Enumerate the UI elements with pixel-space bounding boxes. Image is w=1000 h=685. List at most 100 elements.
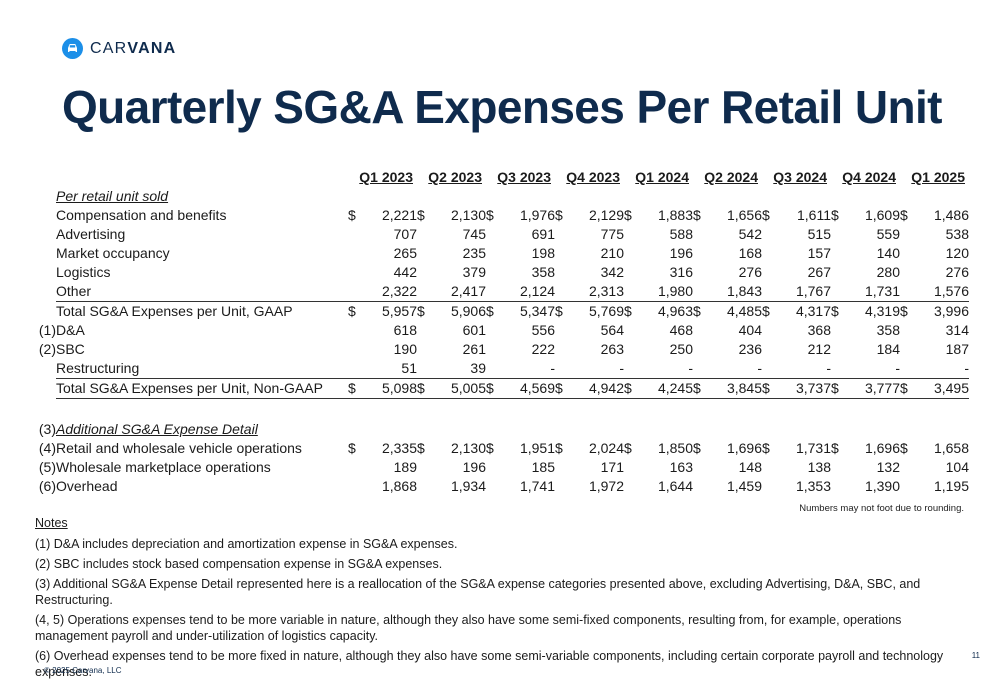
cell-value: 236 — [738, 341, 762, 357]
table-row: Total SG&A Expenses per Unit, GAAP $5,957… — [30, 301, 969, 321]
cell-value: 187 — [945, 341, 969, 357]
empty-cell — [917, 420, 969, 439]
cell-value: 5,769 — [572, 301, 624, 321]
dollar-sign — [900, 359, 917, 379]
row-label: Compensation and benefits — [56, 207, 227, 223]
cell-value: - — [964, 360, 969, 376]
cell-value: 196 — [462, 459, 486, 475]
row-label: Retail and wholesale vehicle operations — [56, 440, 302, 456]
cell-value: 1,976 — [519, 207, 555, 223]
header-row: Q1 2023 Q2 2023 Q3 2023 Q4 2023 Q1 2024 Q2 20… — [30, 168, 969, 187]
cell-value: 198 — [531, 245, 555, 261]
cell-value: 4,942 — [572, 378, 624, 399]
dollar-sign — [693, 477, 710, 496]
cell-value: 691 — [531, 226, 555, 242]
dollar-sign: $ — [486, 440, 494, 456]
dollar-sign — [417, 477, 434, 496]
dollar-sign — [486, 225, 503, 244]
cell-value: 3,777 — [848, 378, 900, 399]
dollar-sign — [555, 321, 572, 340]
dollar-sign: $ — [555, 301, 572, 321]
copyright: © 2025 Carvana, LLC — [44, 666, 122, 675]
cell-value: - — [550, 360, 555, 376]
empty-cell — [831, 187, 848, 206]
cell-value: 1,883 — [657, 207, 693, 223]
cell-value: 148 — [738, 459, 762, 475]
empty-cell — [417, 420, 434, 439]
empty-cell — [365, 420, 417, 439]
dollar-sign: $ — [417, 207, 425, 223]
cell-value: 1,644 — [657, 478, 693, 494]
dollar-sign: $ — [693, 207, 701, 223]
dollar-sign — [900, 458, 917, 477]
cell-value: 1,390 — [864, 478, 900, 494]
dollar-sign: $ — [624, 301, 641, 321]
table-row: Total SG&A Expenses per Unit, Non-GAAP $5… — [30, 378, 969, 399]
additional-row: (5) Wholesale marketplace operations 189 19… — [30, 458, 969, 477]
additional-row: (6) Overhead 1,868 1,934 1,741 1,972 1,644 1,45… — [30, 477, 969, 496]
spacer-row — [30, 399, 969, 421]
cell-value: 4,963 — [641, 301, 693, 321]
cell-value: 196 — [669, 245, 693, 261]
cell-value: 1,868 — [381, 478, 417, 494]
dollar-sign — [417, 225, 434, 244]
dollar-sign — [762, 263, 779, 282]
dollar-sign: $ — [555, 207, 563, 223]
cell-value: 3,845 — [710, 378, 762, 399]
dollar-sign — [417, 263, 434, 282]
cell-value: 189 — [393, 459, 417, 475]
cell-value: - — [895, 360, 900, 376]
cell-value: 1,731 — [795, 440, 831, 456]
dollar-sign — [486, 282, 503, 302]
cell-value: 404 — [738, 322, 762, 338]
row-label: Logistics — [56, 264, 111, 280]
column-header: Q1 2024 — [635, 169, 689, 185]
page-number: 11 — [971, 651, 980, 660]
dollar-sign — [831, 282, 848, 302]
dollar-sign — [555, 458, 572, 477]
cell-value: 468 — [669, 322, 693, 338]
row-label: Wholesale marketplace operations — [56, 459, 271, 475]
footnote-marker: (6) — [38, 478, 56, 494]
additional-label: Additional SG&A Expense Detail — [56, 420, 348, 439]
section-label: Per retail unit sold — [56, 187, 348, 206]
cell-value: 120 — [945, 245, 969, 261]
dollar-sign — [486, 263, 503, 282]
cell-value: 190 — [393, 341, 417, 357]
cell-value: 1,656 — [726, 207, 762, 223]
carvana-logo: CARVANA — [62, 38, 176, 59]
dollar-sign — [624, 458, 641, 477]
cell-value: 140 — [876, 245, 900, 261]
dollar-sign — [348, 263, 365, 282]
cell-value: 1,972 — [588, 478, 624, 494]
empty-cell — [572, 187, 624, 206]
dollar-sign: $ — [831, 207, 839, 223]
cell-value: 265 — [393, 245, 417, 261]
row-label: Restructuring — [56, 360, 140, 376]
dollar-sign — [831, 225, 848, 244]
cell-value: 358 — [876, 322, 900, 338]
cell-value: 2,335 — [381, 440, 417, 456]
cell-value: 2,130 — [450, 440, 486, 456]
cell-value: 163 — [669, 459, 693, 475]
cell-value: 314 — [945, 322, 969, 338]
empty-cell — [848, 187, 900, 206]
cell-value: 39 — [470, 360, 486, 376]
dollar-sign: $ — [831, 440, 839, 456]
notes-heading: Notes — [35, 516, 68, 530]
dollar-sign — [831, 359, 848, 379]
dollar-sign — [417, 458, 434, 477]
dollar-sign — [555, 282, 572, 302]
row-label: Overhead — [56, 478, 118, 494]
dollar-sign — [486, 477, 503, 496]
table-row: (2) SBC 190 261 222 263 250 236 212 184 187 — [30, 340, 969, 359]
cell-value: 263 — [600, 341, 624, 357]
cell-value: 538 — [945, 226, 969, 242]
dollar-sign — [624, 359, 641, 379]
cell-value: 1,459 — [726, 478, 762, 494]
note-1: (1) D&A includes depreciation and amorti… — [35, 537, 458, 551]
dollar-sign — [900, 477, 917, 496]
table-row: Market occupancy 265 235 198 210 196 168 157 140… — [30, 244, 969, 263]
cell-value: 515 — [807, 226, 831, 242]
dollar-sign — [762, 321, 779, 340]
